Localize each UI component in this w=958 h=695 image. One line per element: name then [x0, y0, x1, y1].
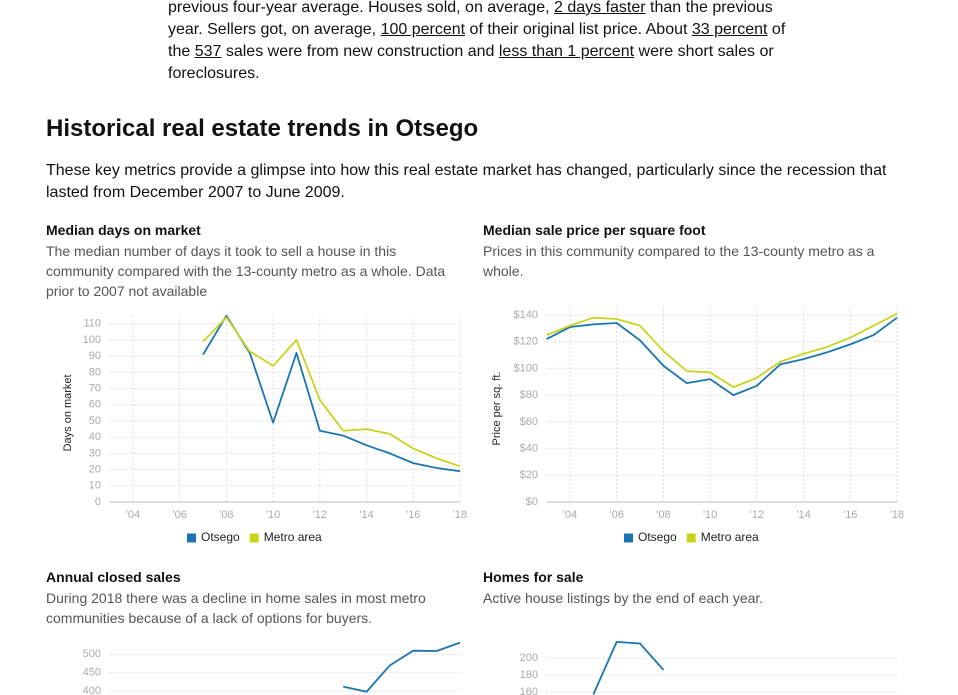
chart-title: Median sale price per square foot	[483, 222, 706, 238]
chart-title: Homes for sale	[483, 569, 584, 585]
y-tick-label: $0	[526, 496, 538, 508]
y-tick-label: $80	[520, 389, 538, 401]
y-tick-label: $40	[520, 442, 538, 454]
y-tick-label: 70	[89, 383, 101, 395]
x-tick-label: '08	[219, 509, 233, 521]
section-heading: Historical real estate trends in Otsego	[46, 115, 479, 142]
text: than the previous year. Sellers got, on …	[168, 0, 773, 38]
link[interactable]: less than 1 percent	[498, 43, 635, 60]
y-tick-label: 40	[89, 431, 101, 443]
link[interactable]: 33 percent	[691, 21, 768, 38]
y-tick-label: 30	[89, 447, 101, 459]
y-tick-label: 90	[89, 350, 101, 362]
y-tick-label: 60	[89, 399, 101, 411]
x-tick-label: '04	[563, 509, 577, 521]
x-tick-label: '12	[313, 509, 327, 521]
y-tick-label: $60	[520, 416, 538, 428]
legend-label: Otsego	[638, 530, 677, 544]
y-tick-label: 0	[95, 496, 101, 508]
link[interactable]: 2 days faster	[554, 0, 646, 16]
y-tick-label: 80	[89, 366, 101, 378]
x-tick-label: '14	[359, 509, 373, 521]
x-tick-label: '12	[750, 509, 764, 521]
legend-swatch	[187, 533, 196, 543]
legend-swatch	[249, 533, 259, 543]
text: of their original list price. About	[465, 21, 692, 38]
x-tick-label: '06	[610, 509, 624, 521]
legend-label: Metro area	[264, 530, 322, 544]
text: were short sales or foreclosures.	[168, 43, 774, 82]
text: sales were from new construction and	[221, 43, 499, 60]
text: of the	[168, 21, 786, 60]
y-tick-label: 100	[83, 334, 101, 346]
data-line	[592, 640, 665, 695]
chart-title: Median days on market	[46, 222, 201, 238]
y-tick-label: 160	[520, 686, 538, 695]
x-tick-label: '06	[173, 509, 187, 521]
y-tick-label: 180	[520, 669, 538, 681]
x-tick-label: '14	[796, 509, 810, 521]
x-tick-label: '18	[453, 509, 467, 521]
y-tick-label: $20	[520, 469, 538, 481]
y-tick-label: $140	[514, 309, 538, 321]
y-axis-label: Price per sq. ft.	[491, 372, 503, 446]
x-tick-label: '08	[656, 509, 670, 521]
y-tick-label: 110	[83, 318, 101, 330]
y-tick-label: 20	[89, 464, 101, 476]
y-tick-label: 10	[89, 480, 101, 492]
intro-paragraph: previous four-year average. Houses sold,…	[168, 0, 786, 85]
legend-label: Otsego	[201, 530, 240, 544]
data-line	[546, 312, 898, 389]
x-tick-label: '18	[890, 509, 904, 521]
x-tick-label: '10	[703, 509, 717, 521]
legend-swatch	[686, 533, 696, 543]
chart-title: Annual closed sales	[46, 569, 181, 585]
y-tick-label: $100	[514, 362, 538, 374]
text: previous four-year average. Houses sold,…	[168, 0, 554, 16]
legend-swatch	[624, 533, 633, 543]
y-tick-label: $120	[514, 336, 538, 348]
chart-subtitle: Prices in this community compared to the…	[483, 243, 875, 279]
link[interactable]: 100 percent	[380, 21, 466, 38]
data-line	[343, 641, 461, 693]
x-tick-label: '16	[843, 509, 857, 521]
link[interactable]: 537	[194, 43, 222, 60]
y-tick-label: 400	[83, 685, 101, 695]
data-line	[546, 316, 898, 397]
y-axis-label: Days on market	[62, 374, 74, 451]
y-tick-label: 500	[83, 648, 101, 660]
chart-subtitle: The median number of days it took to sel…	[46, 243, 446, 299]
legend-label: Metro area	[701, 530, 759, 544]
chart-subtitle: Active house listings by the end of each…	[483, 590, 764, 606]
chart-subtitle: During 2018 there was a decline in home …	[46, 590, 426, 626]
y-tick-label: 50	[89, 415, 101, 427]
x-tick-label: '10	[266, 509, 280, 521]
y-tick-label: 200	[520, 652, 538, 664]
data-line	[202, 316, 461, 468]
x-tick-label: '04	[126, 509, 140, 521]
section-description: These key metrics provide a glimpse into…	[46, 162, 887, 201]
x-tick-label: '16	[406, 509, 420, 521]
y-tick-label: 450	[83, 667, 101, 679]
